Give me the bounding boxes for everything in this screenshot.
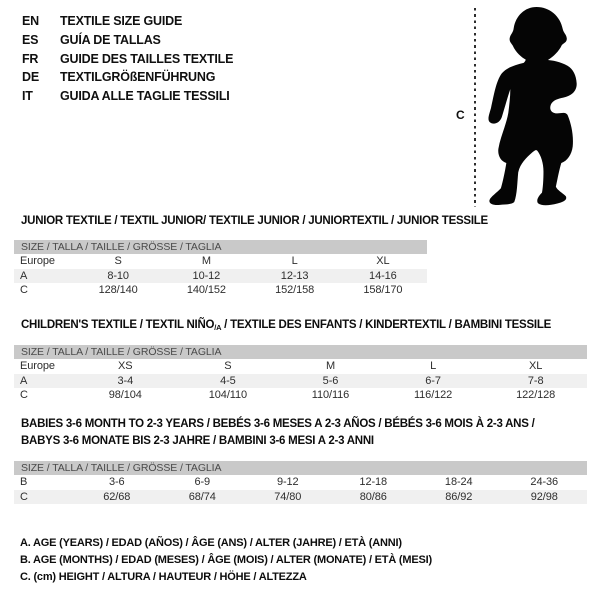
section-title-junior: JUNIOR TEXTILE / TEXTIL JUNIOR/ TEXTILE …	[21, 215, 488, 227]
size-cell: 14-16	[369, 269, 397, 282]
language-row-it: IT GUIDA ALLE TAGLIE TESSILI	[22, 87, 233, 106]
size-cell: L	[430, 360, 437, 372]
size-cell: S	[114, 255, 122, 267]
language-title: GUIDE DES TAILLES TEXTILE	[60, 51, 234, 66]
height-measure-dotted-line	[474, 8, 476, 207]
size-cell: 8-10	[107, 269, 129, 282]
table-row-height: C 128/140 140/152 152/158 158/170	[14, 283, 427, 298]
size-cell: 122/128	[516, 389, 556, 402]
children-size-table: SIZE / TALLA / TAILLE / GRÖSSE / TAGLIA …	[14, 345, 587, 403]
language-title: GUIDA ALLE TAGLIE TESSILI	[60, 89, 230, 104]
size-cell: 68/74	[188, 490, 216, 503]
language-code: EN	[22, 14, 39, 28]
size-cell: 104/110	[208, 389, 248, 402]
size-header-bar: SIZE / TALLA / TAILLE / GRÖSSE / TAGLIA	[14, 240, 427, 254]
table-row-europe: Europe S M L XL	[14, 254, 427, 269]
language-code: ES	[22, 32, 39, 47]
size-cell: 98/104	[108, 389, 142, 402]
height-label-c: C	[456, 108, 465, 122]
language-title: TEXTILE SIZE GUIDE	[60, 14, 183, 28]
size-cell: 10-12	[192, 269, 221, 282]
size-cell: XL	[529, 360, 543, 372]
language-code: FR	[22, 51, 39, 66]
row-label: C	[20, 284, 28, 297]
size-cell: 3-6	[108, 476, 125, 488]
row-label: A	[20, 269, 28, 282]
size-cell: 158/170	[363, 284, 403, 297]
size-cell: 74/80	[274, 490, 302, 503]
size-cell: 3-4	[117, 374, 134, 387]
legend-line-b: B. AGE (MONTHS) / EDAD (MESES) / ÂGE (MO…	[20, 554, 432, 567]
table-row-age-months: B 3-6 6-9 9-12 12-18 18-24 24-36	[14, 475, 587, 490]
size-cell: 6-9	[194, 476, 211, 488]
title-line-1: BABIES 3-6 MONTH TO 2-3 YEARS / BEBÉS 3-…	[21, 418, 535, 430]
row-label: C	[20, 389, 28, 402]
language-list: EN TEXTILE SIZE GUIDE ES GUÍA DE TALLAS …	[22, 12, 233, 106]
language-row-fr: FR GUIDE DES TAILLES TEXTILE	[22, 50, 233, 69]
language-title: GUÍA DE TALLAS	[60, 32, 161, 47]
size-cell: 18-24	[444, 476, 473, 488]
title-subscript: /A	[214, 323, 222, 332]
row-label: Europe	[20, 360, 55, 372]
size-cell: 128/140	[98, 284, 138, 297]
babies-size-table: SIZE / TALLA / TAILLE / GRÖSSE / TAGLIA …	[14, 461, 587, 505]
size-cell: 6-7	[425, 374, 441, 387]
legend-line-a: A. AGE (YEARS) / EDAD (AÑOS) / ÂGE (ANS)…	[20, 537, 402, 549]
table-row-age: A 8-10 10-12 12-13 14-16	[14, 268, 427, 284]
size-cell: XS	[118, 360, 133, 372]
junior-size-table: SIZE / TALLA / TAILLE / GRÖSSE / TAGLIA …	[14, 240, 427, 298]
size-cell: 152/158	[275, 284, 315, 297]
size-cell: 116/122	[413, 389, 453, 402]
size-cell: 4-5	[220, 374, 236, 387]
table-row-age: A 3-4 4-5 5-6 6-7 7-8	[14, 373, 587, 389]
size-cell: 24-36	[530, 476, 559, 488]
baby-silhouette-icon	[488, 6, 577, 206]
language-title: TEXTILGRÖßENFÜHRUNG	[60, 70, 216, 85]
size-cell: 12-18	[359, 476, 388, 488]
title-line-2: BABYS 3-6 MONATE BIS 2-3 JAHRE / BAMBINI…	[21, 435, 374, 447]
language-code: DE	[22, 70, 39, 85]
size-cell: 7-8	[527, 374, 544, 387]
size-cell: 110/116	[311, 389, 350, 402]
size-cell: 80/86	[359, 490, 387, 503]
table-row-height: C 62/68 68/74 74/80 80/86 86/92 92/98	[14, 489, 587, 505]
size-cell: M	[201, 255, 211, 267]
row-label: A	[20, 374, 28, 387]
language-code: IT	[22, 89, 33, 104]
size-header-bar: SIZE / TALLA / TAILLE / GRÖSSE / TAGLIA	[14, 461, 587, 475]
measurement-legend: A. AGE (YEARS) / EDAD (AÑOS) / ÂGE (ANS)…	[20, 535, 432, 587]
section-title-children: CHILDREN'S TEXTILE / TEXTIL NIÑO/A / TEX…	[21, 319, 551, 332]
row-label: B	[20, 476, 28, 488]
size-cell: 5-6	[322, 374, 339, 387]
size-cell: 9-12	[276, 476, 299, 488]
row-label: C	[20, 490, 28, 503]
size-cell: XL	[376, 255, 390, 267]
size-cell: 12-13	[280, 269, 309, 282]
row-label: Europe	[20, 255, 55, 267]
size-cell: M	[325, 360, 336, 372]
size-header-bar: SIZE / TALLA / TAILLE / GRÖSSE / TAGLIA	[14, 345, 587, 359]
legend-line-c: C. (cm) HEIGHT / ALTURA / HAUTEUR / HÖHE…	[20, 571, 307, 584]
table-row-height: C 98/104 104/110 110/116 116/122 122/128	[14, 388, 587, 403]
size-cell: S	[224, 360, 232, 372]
table-row-europe: Europe XS S M L XL	[14, 359, 587, 374]
size-cell: 140/152	[186, 284, 226, 297]
language-row-es: ES GUÍA DE TALLAS	[22, 31, 233, 50]
title-text: CHILDREN'S TEXTILE / TEXTIL NIÑO	[21, 319, 215, 331]
language-row-de: DE TEXTILGRÖßENFÜHRUNG	[22, 68, 233, 87]
size-cell: L	[291, 255, 298, 267]
language-row-en: EN TEXTILE SIZE GUIDE	[22, 12, 233, 31]
size-cell: 62/68	[103, 490, 131, 503]
section-title-babies: BABIES 3-6 MONTH TO 2-3 YEARS / BEBÉS 3-…	[21, 416, 535, 450]
size-cell: 86/92	[445, 490, 473, 503]
size-cell: 92/98	[530, 490, 558, 503]
title-text: / TEXTILE DES ENFANTS / KINDERTEXTIL / B…	[221, 319, 552, 331]
